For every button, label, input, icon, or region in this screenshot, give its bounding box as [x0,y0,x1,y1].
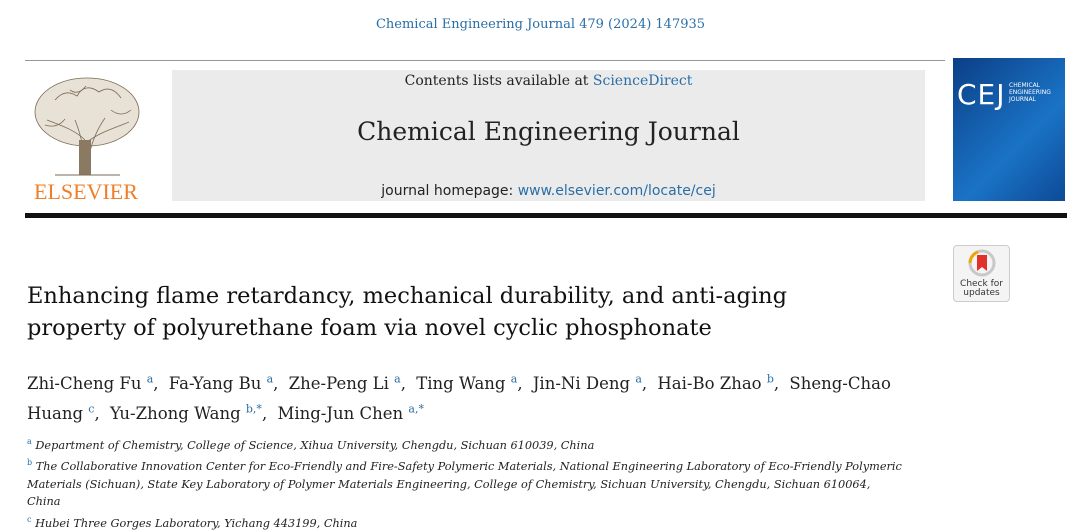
contents-prefix: Contents lists available at [404,73,589,89]
author-name[interactable]: Yu-Zhong Wang [109,404,241,423]
author-name[interactable]: Hai-Bo Zhao [657,373,762,393]
affiliation-label: c [27,514,32,524]
author: Ming-Jun Chen a,* [277,402,424,424]
homepage-link[interactable]: www.elsevier.com/locate/cej [517,183,716,199]
author-affiliation[interactable]: b [766,372,774,385]
affiliation-label: b [27,458,33,468]
journal-title: Chemical Engineering Journal [357,117,740,146]
author: Yu-Zhong Wang b,* [109,402,272,424]
author-affiliation[interactable]: a,* [408,402,424,416]
journal-banner: Contents lists available at ScienceDirec… [172,70,925,201]
check-updates-badge[interactable]: Check for updates [953,245,1010,302]
author: Jin-Ni Deng a [532,372,652,393]
author-name[interactable]: Ting Wang [416,373,506,393]
citation[interactable]: Chemical Engineering Journal 479 (2024) … [375,17,706,32]
author: Fa-Yang Bu a [168,372,284,393]
affiliation-label: a [27,437,32,446]
author-affiliation[interactable]: a [266,372,274,385]
contents-line: Contents lists available at ScienceDirec… [172,73,925,89]
author-name[interactable]: Sheng-Chao Huang [27,373,891,424]
author-list: Zhi-Cheng Fu a Fa-Yang Bu a Zhe-Peng Li … [27,366,907,427]
author-name[interactable]: Zhe-Peng Li [288,373,389,393]
author-name[interactable]: Zhi-Cheng Fu [27,373,142,393]
cover-title: CHEMICAL ENGINEERING JOURNAL [1009,82,1051,103]
page: Chemical Engineering Journal 479 (2024) … [25,17,1067,530]
publisher-logo[interactable]: ELSEVIER [25,70,147,205]
affiliation-text: Hubei Three Gorges Laboratory, Yichang 4… [35,516,358,530]
article-title: Enhancing flame retardancy, mechanical d… [27,283,788,341]
author: Hai-Bo Zhao b [657,372,784,393]
author-affiliation[interactable]: a [635,372,642,385]
cover-abbrev: CEJ [957,78,1006,111]
homepage-line: journal homepage: www.elsevier.com/locat… [172,183,925,199]
author-affiliation[interactable]: c [88,402,95,416]
homepage-prefix: journal homepage: [381,183,514,199]
author-name[interactable]: Jin-Ni Deng [532,373,631,393]
author: Zhi-Cheng Fu a [27,372,164,393]
author-affiliation[interactable]: a [146,372,154,385]
author-name[interactable]: Fa-Yang Bu [168,373,262,393]
affiliation: c Hubei Three Gorges Laboratory, Yichang… [27,511,907,532]
author: Zhe-Peng Li a [288,372,411,393]
journal-cover[interactable]: CEJ CHEMICAL ENGINEERING JOURNAL [953,58,1065,201]
affiliation: a Department of Chemistry, College of Sc… [27,433,907,454]
affiliation-list: a Department of Chemistry, College of Sc… [27,433,907,532]
publisher-name: ELSEVIER [34,179,138,204]
rule [25,60,945,61]
affiliation: b The Collaborative Innovation Center fo… [27,454,907,510]
check-updates-text: Check for updates [960,279,1003,298]
author-affiliation[interactable]: a [394,372,401,385]
author-affiliation[interactable]: b,* [245,402,262,416]
affiliation-text: Department of Chemistry, College of Scie… [35,438,595,452]
rule [25,213,1067,218]
author-affiliation[interactable]: a [510,372,518,385]
author-name[interactable]: Ming-Jun Chen [277,404,404,423]
author: Ting Wang a [416,372,527,393]
affiliation-text: The Collaborative Innovation Center for … [27,460,902,509]
sciencedirect-link[interactable]: ScienceDirect [592,73,693,89]
check-icon [968,249,996,277]
